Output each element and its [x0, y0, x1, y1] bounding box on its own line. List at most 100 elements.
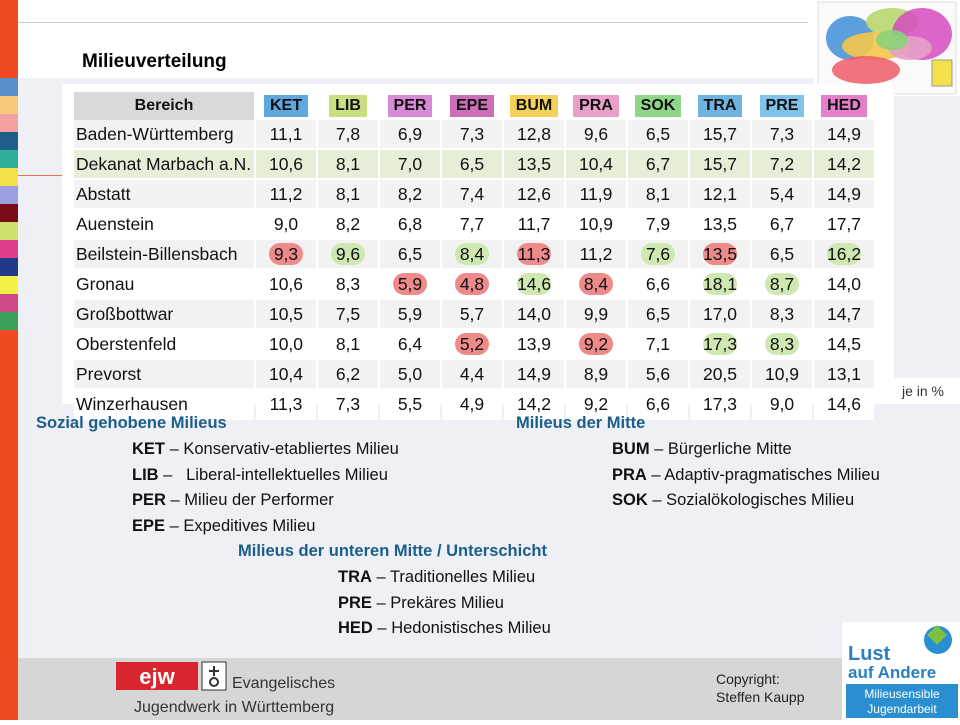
- cell-value: 6,9: [397, 123, 423, 144]
- cell-lib: 7,3: [318, 390, 378, 420]
- cell-tra: 18,1: [690, 270, 750, 300]
- copyright: Copyright: Steffen Kaupp: [716, 670, 804, 706]
- cell-per: 5,5: [380, 390, 440, 420]
- cell-value: 5,0: [397, 363, 423, 384]
- cell-epe: 5,7: [442, 300, 502, 330]
- ejw-logo-text: ejw: [139, 664, 175, 689]
- cell-value: 8,4: [579, 273, 613, 295]
- cell-lib: 6,2: [318, 360, 378, 390]
- cell-pra: 8,4: [566, 270, 626, 300]
- cell-hed: 16,2: [814, 240, 874, 270]
- cell-pra: 9,6: [566, 120, 626, 150]
- legend-code: SOK: [612, 491, 648, 509]
- cell-value: 5,9: [393, 273, 427, 295]
- cell-value: 11,3: [517, 243, 551, 265]
- cell-bum: 14,9: [504, 360, 564, 390]
- cell-pre: 8,3: [752, 300, 812, 330]
- cell-value: 7,3: [335, 393, 361, 414]
- table-row: Auenstein 9,0 8,2 6,8 7,7 11,7 10,9 7,9 13,5 6,7 1…: [74, 210, 874, 240]
- cell-hed: 13,1: [814, 360, 874, 390]
- cell-sok: 6,7: [628, 150, 688, 180]
- cell-value: 9,2: [579, 333, 613, 355]
- row-region: Gronau: [74, 270, 254, 300]
- header-hed: HED: [814, 92, 874, 120]
- table-row: Dekanat Marbach a.N. 10,6 8,1 7,0 6,5 13,5 10,…: [74, 150, 874, 180]
- cell-value: 8,2: [397, 183, 423, 204]
- cell-value: 6,6: [645, 393, 671, 414]
- cell-epe: 4,8: [442, 270, 502, 300]
- cell-value: 14,9: [516, 363, 552, 384]
- cell-per: 7,0: [380, 150, 440, 180]
- cell-lib: 8,1: [318, 330, 378, 360]
- cell-value: 8,1: [335, 153, 361, 174]
- cell-value: 5,5: [397, 393, 423, 414]
- unit-label: je in %: [886, 378, 960, 404]
- row-region: Dekanat Marbach a.N.: [74, 150, 254, 180]
- legend-desc: – Liberal-intellektuelles Milieu: [158, 465, 388, 484]
- cell-ket: 11,2: [256, 180, 316, 210]
- cell-lib: 8,2: [318, 210, 378, 240]
- cell-sok: 8,1: [628, 180, 688, 210]
- row-region: Auenstein: [74, 210, 254, 240]
- color-swatches: [0, 78, 18, 348]
- header-code-label: PRE: [759, 95, 805, 117]
- cell-pra: 10,9: [566, 210, 626, 240]
- legend-item-ket: KET – Konservativ-etabliertes Milieu: [132, 440, 399, 459]
- legend-item-sok: SOK – Sozialökologisches Milieu: [612, 491, 854, 510]
- cell-value: 9,2: [583, 393, 609, 414]
- header-code-label: SOK: [634, 95, 682, 117]
- orange-rule: [18, 175, 66, 176]
- cell-value: 7,2: [769, 153, 795, 174]
- header-code-label: KET: [264, 95, 308, 117]
- cell-value: 14,9: [826, 123, 862, 144]
- cell-bum: 12,6: [504, 180, 564, 210]
- copyright-name: Steffen Kaupp: [716, 689, 805, 705]
- org-line2: Jugendwerk in Württemberg: [134, 699, 334, 716]
- cell-pre: 10,9: [752, 360, 812, 390]
- legend-code: KET: [132, 440, 165, 458]
- row-region: Winzerhausen: [74, 390, 254, 420]
- lust-line2: auf Andere: [848, 663, 936, 682]
- cell-value: 10,9: [764, 363, 800, 384]
- cell-value: 10,4: [268, 363, 304, 384]
- copyright-label: Copyright:: [716, 671, 780, 687]
- header-code-label: TRA: [697, 95, 743, 117]
- cell-value: 7,3: [769, 123, 795, 144]
- cell-hed: 14,6: [814, 390, 874, 420]
- cell-ket: 11,3: [256, 390, 316, 420]
- legend-code: HED: [338, 619, 373, 637]
- cell-value: 9,0: [273, 213, 299, 234]
- row-region: Baden-Württemberg: [74, 120, 254, 150]
- header-lib: LIB: [318, 92, 378, 120]
- cell-value: 13,1: [826, 363, 862, 384]
- cell-bum: 13,9: [504, 330, 564, 360]
- table-row: Großbottwar 10,5 7,5 5,9 5,7 14,0 9,9 6,5 17,0 8,…: [74, 300, 874, 330]
- cell-value: 13,5: [516, 153, 552, 174]
- cell-value: 11,9: [579, 183, 613, 204]
- cell-pre: 9,0: [752, 390, 812, 420]
- cell-epe: 4,4: [442, 360, 502, 390]
- legend-item-tra: TRA – Traditionelles Milieu: [338, 568, 535, 587]
- legend-item-hed: HED – Hedonistisches Milieu: [338, 619, 551, 638]
- cell-epe: 4,9: [442, 390, 502, 420]
- cell-pra: 9,9: [566, 300, 626, 330]
- page-title: Milieuverteilung: [72, 46, 366, 78]
- cell-bum: 13,5: [504, 150, 564, 180]
- table-row: Baden-Württemberg 11,1 7,8 6,9 7,3 12,8 9,6 6,5…: [74, 120, 874, 150]
- cell-value: 13,9: [516, 333, 552, 354]
- cell-epe: 7,4: [442, 180, 502, 210]
- cell-value: 11,3: [269, 393, 303, 414]
- cell-ket: 10,4: [256, 360, 316, 390]
- cell-value: 6,2: [335, 363, 361, 384]
- cell-value: 6,7: [645, 153, 671, 174]
- cell-pre: 7,2: [752, 150, 812, 180]
- cell-value: 6,4: [397, 333, 423, 354]
- cell-sok: 6,6: [628, 270, 688, 300]
- cell-tra: 13,5: [690, 240, 750, 270]
- header-sok: SOK: [628, 92, 688, 120]
- row-region: Beilstein-Billensbach: [74, 240, 254, 270]
- cell-tra: 17,3: [690, 330, 750, 360]
- cell-value: 6,5: [645, 123, 671, 144]
- cell-per: 5,9: [380, 270, 440, 300]
- cell-lib: 7,5: [318, 300, 378, 330]
